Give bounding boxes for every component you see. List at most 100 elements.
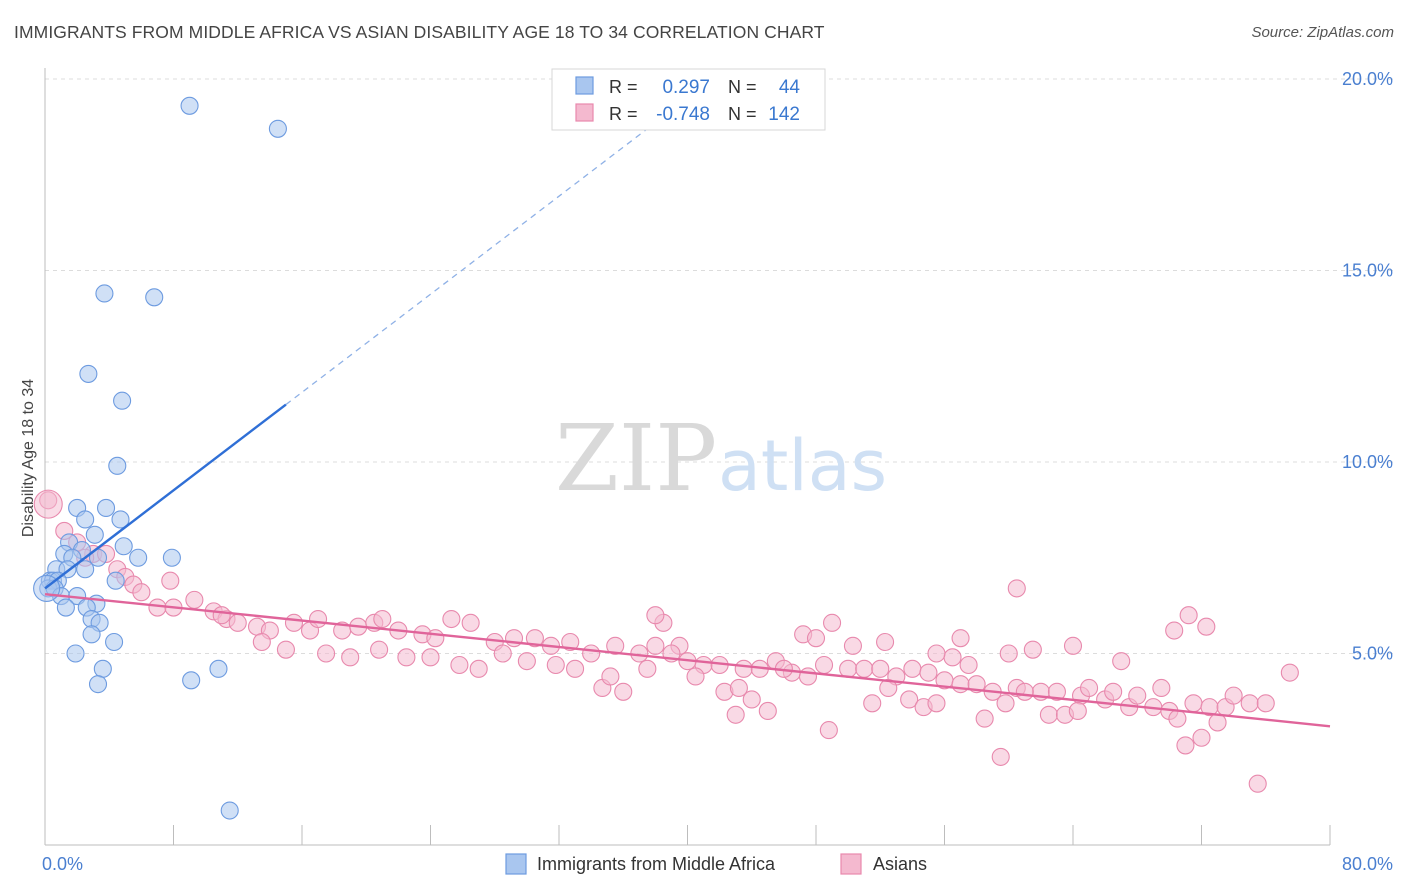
asians-point-137 [726, 705, 745, 724]
y-tick-label-1: 10.0% [1342, 452, 1393, 472]
asians-point-83 [517, 652, 536, 671]
watermark-zip: ZIP [555, 405, 717, 512]
legend-r-value-1: 0.297 [662, 77, 710, 98]
middle-africa-point-0 [180, 96, 199, 115]
asians-point-115 [1068, 701, 1087, 721]
middle-africa-point-41 [182, 671, 201, 690]
axes [44, 68, 1331, 846]
bottom-legend-label-blue: Immigrants from Middle Africa [537, 854, 776, 874]
y-tick-label-3: 20.0% [1342, 69, 1393, 89]
trend-lines [44, 97, 1331, 728]
asians-point-67 [1184, 694, 1203, 713]
asians-point-112 [1015, 682, 1034, 701]
asians-point-119 [1152, 678, 1171, 698]
asians-point-21 [309, 609, 328, 629]
bottom-legend-swatch-pink [840, 853, 862, 875]
asians-point-117 [1104, 682, 1123, 701]
asians-point-104 [879, 678, 898, 698]
asians-point-53 [903, 659, 922, 678]
middle-africa-point-11 [85, 525, 104, 544]
legend-swatch-blue [575, 76, 594, 95]
asians-point-110 [975, 709, 994, 728]
bottom-legend-swatch-blue [505, 853, 527, 875]
bottom-legend-label-pink: Asians [873, 854, 927, 874]
asians-point-132 [1197, 617, 1216, 636]
asians-point-28 [426, 629, 445, 648]
middle-africa-point-8 [96, 498, 116, 518]
middle-africa-point-37 [105, 632, 124, 652]
asians-point-97 [758, 701, 777, 721]
middle-africa-point-2 [95, 284, 114, 303]
asians-point-135 [876, 632, 895, 652]
asians-point-cluster [33, 489, 63, 519]
middle-africa-point-32 [56, 598, 75, 617]
asians-point-113 [1039, 705, 1058, 724]
asians-point-138 [991, 747, 1010, 766]
middle-africa-trend-extension [285, 97, 688, 406]
asians-point-141 [646, 606, 665, 625]
middle-africa-point-4 [79, 364, 98, 383]
asians-point-109 [959, 655, 978, 675]
legend-n-value-1: 44 [779, 77, 801, 98]
middle-africa-point-1 [268, 119, 287, 138]
x-tick-label-min: 0.0% [42, 854, 83, 874]
asians-point-139 [1248, 774, 1267, 793]
legend-r-label-1: R = [609, 77, 638, 97]
asians-point-72 [212, 606, 231, 625]
asians-point-73 [252, 632, 271, 652]
asians-point-102 [843, 636, 862, 655]
asians-point-131 [1179, 606, 1198, 625]
asians-point-85 [566, 659, 585, 678]
legend-r-label-2: R = [609, 104, 638, 124]
asians-point-49 [839, 659, 858, 678]
middle-africa-point-5 [113, 391, 132, 410]
asians-point-54 [919, 663, 938, 682]
middle-africa-point-3 [145, 288, 164, 307]
asians-points [33, 489, 1299, 793]
middle-africa-point-18 [129, 548, 148, 567]
asians-point-79 [421, 648, 440, 667]
asians-point-43 [734, 659, 753, 678]
asians-point-12 [148, 598, 167, 617]
asians-point-105 [900, 690, 919, 709]
asians-trend-line [44, 592, 1331, 728]
asians-point-74 [276, 640, 295, 659]
asians-point-136 [819, 721, 838, 740]
asians-point-120 [1168, 709, 1187, 728]
legend-swatch-pink [575, 103, 594, 122]
y-tick-labels: 5.0% 10.0% 15.0% 20.0% [1342, 69, 1393, 664]
watermark-atlas: atlas [718, 425, 887, 507]
asians-point-140 [1007, 579, 1026, 598]
asians-point-36 [582, 644, 601, 663]
asians-point-122 [1192, 728, 1211, 747]
middle-africa-point-10 [111, 510, 130, 529]
asians-point-127 [1023, 640, 1042, 659]
asians-point-19 [284, 613, 304, 632]
asians-point-70 [1240, 694, 1259, 713]
asians-point-33 [525, 629, 544, 648]
asians-point-47 [798, 667, 818, 686]
asians-point-129 [1112, 652, 1131, 671]
asians-point-121 [1176, 736, 1195, 755]
legend-r-value-2: -0.748 [656, 104, 710, 125]
middle-africa-point-26 [106, 571, 125, 590]
middle-africa-point-42 [88, 675, 108, 694]
legend-n-label-2: N = [728, 104, 757, 124]
asians-point-89 [638, 659, 657, 678]
asians-point-76 [341, 648, 360, 667]
asians-point-61 [1047, 682, 1066, 701]
legend-n-label-1: N = [728, 77, 757, 97]
middle-africa-point-13 [114, 537, 133, 556]
middle-africa-point-9 [76, 510, 95, 529]
y-tick-label-0: 5.0% [1352, 644, 1393, 664]
asians-point-126 [999, 644, 1018, 663]
top-legend: R = 0.297 N = 44 R = -0.748 N = 142 [551, 68, 826, 131]
watermark: ZIP atlas [555, 405, 887, 512]
middle-africa-point-36 [82, 625, 101, 644]
asians-point-103 [863, 694, 882, 713]
asians-point-125 [1256, 694, 1275, 713]
asians-point-100 [806, 629, 826, 648]
middle-africa-trend-line [44, 403, 287, 590]
asians-point-71 [1280, 663, 1299, 682]
asians-point-108 [943, 648, 962, 667]
